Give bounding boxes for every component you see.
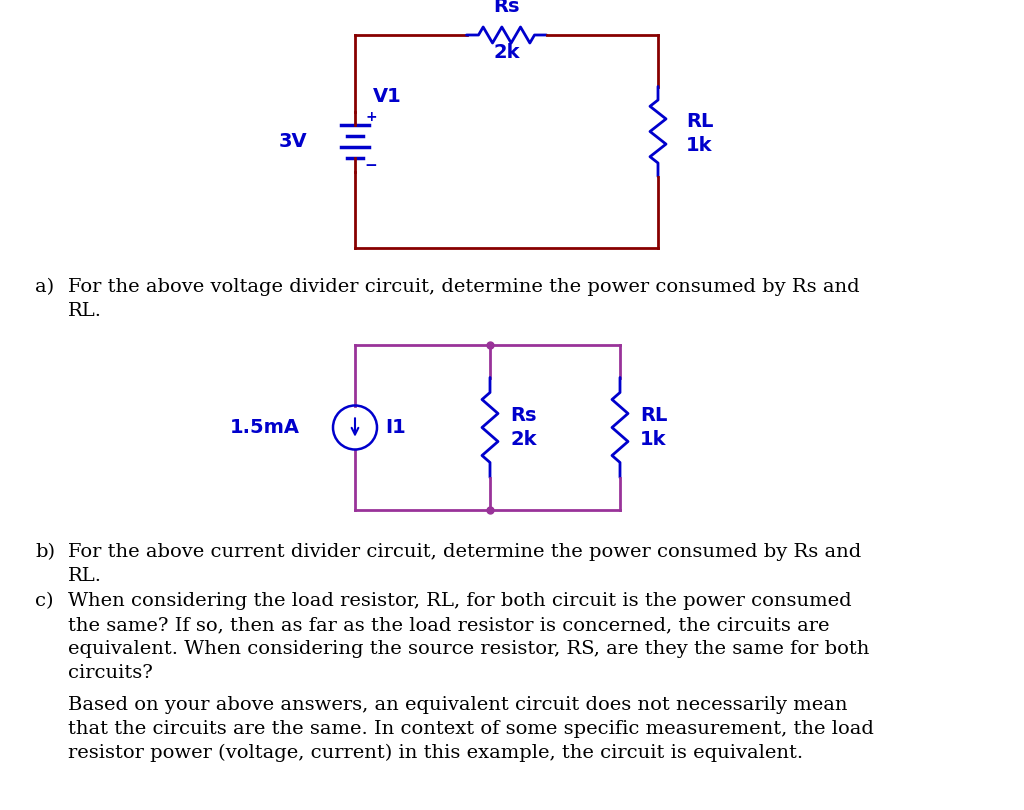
Text: Based on your above answers, an equivalent circuit does not necessarily mean: Based on your above answers, an equivale… bbox=[68, 696, 848, 714]
Text: 3V: 3V bbox=[279, 132, 307, 151]
Text: For the above current divider circuit, determine the power consumed by Rs and: For the above current divider circuit, d… bbox=[68, 543, 861, 561]
Text: When considering the load resistor, RL, for both circuit is the power consumed: When considering the load resistor, RL, … bbox=[68, 592, 852, 610]
Text: −: − bbox=[365, 158, 378, 173]
Text: 1.5mA: 1.5mA bbox=[230, 418, 300, 437]
Text: 2k: 2k bbox=[494, 44, 520, 62]
Text: RL: RL bbox=[640, 406, 668, 425]
Text: 1k: 1k bbox=[640, 430, 667, 449]
Text: Rs: Rs bbox=[510, 406, 537, 425]
Text: 1k: 1k bbox=[686, 136, 713, 155]
Text: c): c) bbox=[35, 592, 53, 610]
Text: For the above voltage divider circuit, determine the power consumed by Rs and: For the above voltage divider circuit, d… bbox=[68, 278, 859, 296]
Text: RL: RL bbox=[686, 112, 714, 131]
Text: equivalent. When considering the source resistor, RS, are they the same for both: equivalent. When considering the source … bbox=[68, 640, 869, 658]
Text: V1: V1 bbox=[373, 87, 401, 106]
Text: I1: I1 bbox=[385, 418, 406, 437]
Text: resistor power (voltage, current) in this example, the circuit is equivalent.: resistor power (voltage, current) in thi… bbox=[68, 744, 803, 762]
Text: RL.: RL. bbox=[68, 567, 102, 585]
Text: circuits?: circuits? bbox=[68, 664, 153, 682]
Text: the same? If so, then as far as the load resistor is concerned, the circuits are: the same? If so, then as far as the load… bbox=[68, 616, 829, 634]
Text: b): b) bbox=[35, 543, 55, 561]
Text: a): a) bbox=[35, 278, 54, 296]
Text: +: + bbox=[366, 110, 377, 124]
Text: Rs: Rs bbox=[494, 0, 520, 16]
Text: RL.: RL. bbox=[68, 302, 102, 320]
Text: that the circuits are the same. In context of some specific measurement, the loa: that the circuits are the same. In conte… bbox=[68, 720, 873, 738]
Text: 2k: 2k bbox=[510, 430, 537, 449]
